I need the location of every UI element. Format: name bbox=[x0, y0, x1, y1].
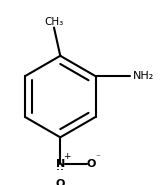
Text: NH₂: NH₂ bbox=[132, 71, 154, 81]
Text: N: N bbox=[56, 159, 65, 169]
Text: +: + bbox=[64, 152, 71, 162]
Text: O: O bbox=[87, 159, 96, 169]
Text: O: O bbox=[56, 179, 65, 185]
Text: ⁻: ⁻ bbox=[96, 153, 101, 162]
Text: CH₃: CH₃ bbox=[44, 17, 64, 27]
